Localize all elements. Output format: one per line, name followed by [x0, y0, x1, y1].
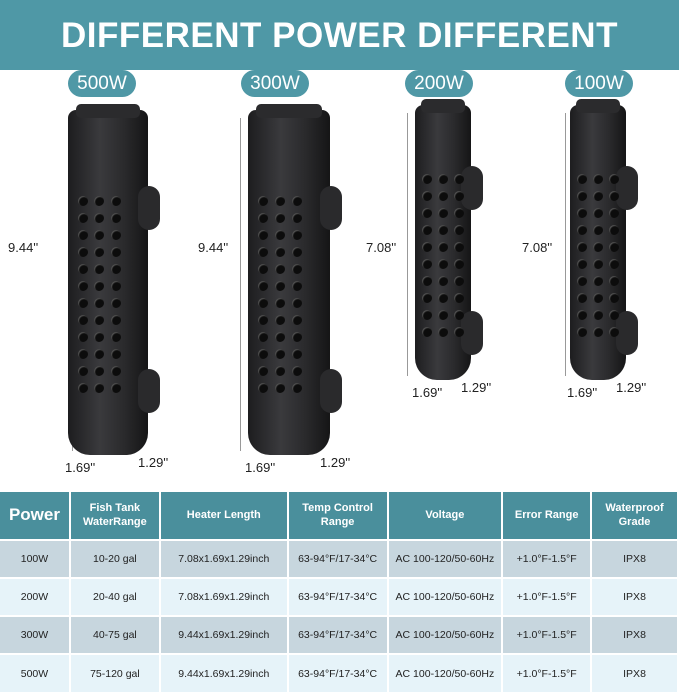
table-cell: 10-20 gal [69, 539, 161, 578]
table-row: 100W 10-20 gal 7.08x1.69x1.29inch 63-94°F/1… [0, 539, 679, 578]
table-cell: +1.0°F-1.5°F [502, 653, 593, 692]
heater-cap [420, 99, 466, 113]
vent-holes [77, 196, 122, 394]
width-label: 1.69'' [412, 385, 443, 400]
length-label: 7.08'' [366, 240, 397, 255]
length-indicator-line [407, 113, 408, 376]
table-cell: 9.44x1.69x1.29inch [159, 615, 289, 654]
heater-cap [76, 104, 140, 118]
power-badge: 200W [405, 70, 473, 97]
table-cell: IPX8 [591, 539, 679, 578]
column-header: Voltage [387, 492, 504, 540]
table-cell: +1.0°F-1.5°F [502, 539, 593, 578]
table-cell: IPX8 [591, 653, 679, 692]
depth-label: 1.29'' [138, 455, 169, 470]
suction-cup [138, 368, 160, 413]
width-label: 1.69'' [245, 460, 276, 475]
heater-image [248, 104, 342, 455]
length-label: 9.44'' [198, 240, 229, 255]
column-header: Temp Control Range [287, 492, 389, 540]
table-cell: 7.08x1.69x1.29inch [159, 539, 289, 578]
table-cell: 63-94°F/17-34°C [287, 615, 389, 654]
table-cell: AC 100-120/50-60Hz [387, 539, 504, 578]
heater-image [415, 99, 483, 380]
table-cell: 7.08x1.69x1.29inch [159, 577, 289, 616]
suction-cup [616, 165, 638, 210]
table-row: 500W 75-120 gal 9.44x1.69x1.29inch 63-94°F/… [0, 653, 679, 692]
table-cell: AC 100-120/50-60Hz [387, 615, 504, 654]
table-row: 300W 40-75 gal 9.44x1.69x1.29inch 63-94°F/1… [0, 615, 679, 654]
table-cell: 75-120 gal [69, 653, 161, 692]
vent-holes [257, 196, 303, 394]
suction-cup [461, 311, 483, 356]
table-cell: AC 100-120/50-60Hz [387, 653, 504, 692]
table-cell: 200W [0, 577, 71, 616]
table-cell: AC 100-120/50-60Hz [387, 577, 504, 616]
heater-image [68, 104, 160, 455]
width-label: 1.69'' [65, 460, 96, 475]
length-indicator-line [565, 113, 566, 376]
table-cell: 63-94°F/17-34°C [287, 539, 389, 578]
column-header: Waterproof Grade [591, 492, 679, 540]
suction-cup [320, 368, 342, 413]
length-label: 9.44'' [8, 240, 39, 255]
width-label: 1.69'' [567, 385, 598, 400]
column-header: Power [0, 492, 71, 540]
table-cell: 20-40 gal [69, 577, 161, 616]
heater-image [570, 99, 638, 380]
suction-cup [461, 165, 483, 210]
vent-holes [576, 173, 619, 337]
length-indicator-line [240, 118, 241, 451]
length-label: 7.08'' [522, 240, 553, 255]
table-cell: +1.0°F-1.5°F [502, 615, 593, 654]
spec-table: Power Fish Tank WaterRange Heater Length Te… [0, 492, 679, 692]
suction-cup [616, 311, 638, 356]
table-cell: 40-75 gal [69, 615, 161, 654]
table-cell: 500W [0, 653, 71, 692]
heater-cap [575, 99, 621, 113]
table-cell: 9.44x1.69x1.29inch [159, 653, 289, 692]
power-badge: 300W [241, 70, 309, 97]
power-badge: 100W [565, 70, 633, 97]
column-header: Heater Length [159, 492, 289, 540]
heater-cap [256, 104, 322, 118]
table-cell: IPX8 [591, 615, 679, 654]
column-header: Error Range [502, 492, 593, 540]
table-cell: IPX8 [591, 577, 679, 616]
power-badge: 500W [68, 70, 136, 97]
table-cell: 300W [0, 615, 71, 654]
suction-cup [138, 185, 160, 230]
table-row: 200W 20-40 gal 7.08x1.69x1.29inch 63-94°F/1… [0, 577, 679, 616]
depth-label: 1.29'' [616, 380, 647, 395]
table-cell: 63-94°F/17-34°C [287, 577, 389, 616]
column-header: Fish Tank WaterRange [69, 492, 161, 540]
page-title: DIFFERENT POWER DIFFERENT NEEDS [0, 0, 679, 127]
table-cell: 63-94°F/17-34°C [287, 653, 389, 692]
vent-holes [421, 173, 464, 337]
table-cell: 100W [0, 539, 71, 578]
depth-label: 1.29'' [461, 380, 492, 395]
table-cell: +1.0°F-1.5°F [502, 577, 593, 616]
suction-cup [320, 185, 342, 230]
depth-label: 1.29'' [320, 455, 351, 470]
